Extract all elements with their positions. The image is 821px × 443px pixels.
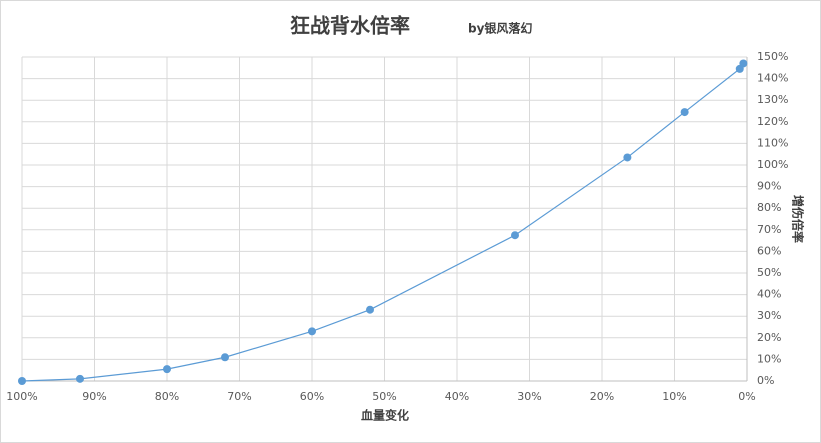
x-tick-label: 90% — [82, 390, 106, 403]
y-tick-label: 10% — [757, 352, 781, 365]
x-tick-label: 20% — [590, 390, 614, 403]
x-tick-label: 40% — [445, 390, 469, 403]
x-tick-label: 10% — [662, 390, 686, 403]
y-tick-label: 70% — [757, 223, 781, 236]
y-tick-label: 100% — [757, 158, 788, 171]
data-point — [221, 353, 229, 362]
x-tick-label: 30% — [517, 390, 541, 403]
y-axis-title: 增伤倍率 — [791, 195, 806, 243]
x-axis-title: 血量变化 — [361, 408, 409, 423]
data-point — [18, 377, 26, 385]
x-tick-label: 60% — [300, 390, 324, 403]
x-tick-label: 80% — [155, 390, 179, 403]
y-tick-label: 30% — [757, 309, 781, 322]
y-tick-label: 110% — [757, 136, 788, 149]
data-point — [511, 231, 519, 240]
data-point — [308, 327, 316, 336]
y-tick-label: 120% — [757, 115, 788, 128]
x-tick-label: 50% — [372, 390, 396, 403]
y-tick-label: 90% — [757, 180, 781, 193]
y-tick-label: 0% — [757, 374, 774, 387]
chart-subtitle: by银风落幻 — [468, 21, 532, 36]
data-point — [680, 108, 689, 117]
data-point — [623, 153, 632, 162]
y-tick-label: 50% — [757, 266, 781, 279]
y-tick-label: 20% — [757, 331, 781, 344]
x-tick-label: 100% — [6, 390, 37, 403]
y-tick-label: 130% — [757, 93, 788, 106]
data-point — [76, 374, 84, 383]
chart-title: 狂战背水倍率 — [290, 14, 410, 38]
y-tick-label: 40% — [757, 288, 781, 301]
data-point — [163, 365, 171, 374]
y-tick-label: 150% — [757, 50, 788, 63]
x-tick-label: 70% — [227, 390, 251, 403]
data-point — [739, 59, 748, 68]
data-point — [366, 305, 374, 314]
x-tick-label: 0% — [738, 390, 755, 403]
y-tick-label: 140% — [757, 72, 788, 85]
y-tick-label: 80% — [757, 201, 781, 214]
y-tick-label: 60% — [757, 244, 781, 257]
